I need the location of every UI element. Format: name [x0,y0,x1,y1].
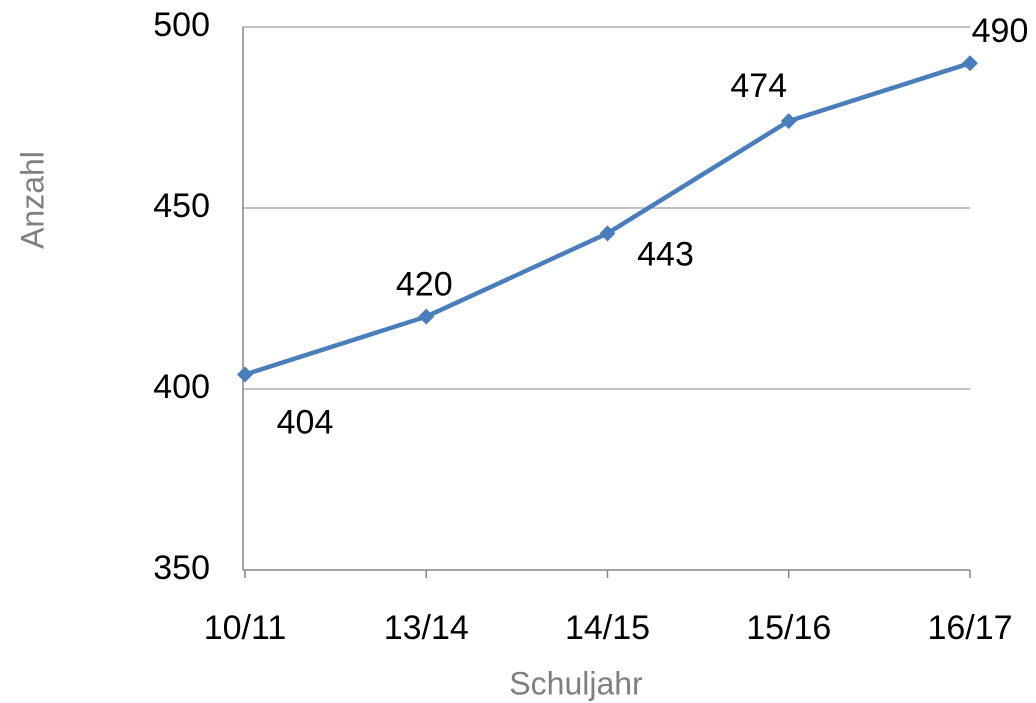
data-label: 420 [396,266,453,304]
data-label: 474 [730,67,787,105]
x-tick-label: 14/15 [565,609,650,647]
x-tick-label: 10/11 [204,609,287,647]
data-label: 404 [277,404,334,442]
data-marker [599,225,616,242]
x-tick-label: 15/16 [746,609,831,647]
y-tick-label: 400 [153,368,210,406]
x-tick-label: 16/17 [927,609,1012,647]
x-tick-label: 13/14 [384,609,469,647]
y-tick-label: 450 [153,187,210,225]
data-label: 490 [972,12,1029,50]
x-axis-title: Schuljahr [509,665,643,701]
data-marker [237,366,253,383]
data-marker [780,113,797,130]
data-marker [962,55,978,72]
data-marker [418,308,435,325]
data-line [244,61,971,377]
data-label: 443 [637,235,694,273]
y-tick-label: 350 [153,549,210,587]
y-tick-label: 500 [153,6,210,44]
y-axis-title: Anzahl [14,151,50,249]
